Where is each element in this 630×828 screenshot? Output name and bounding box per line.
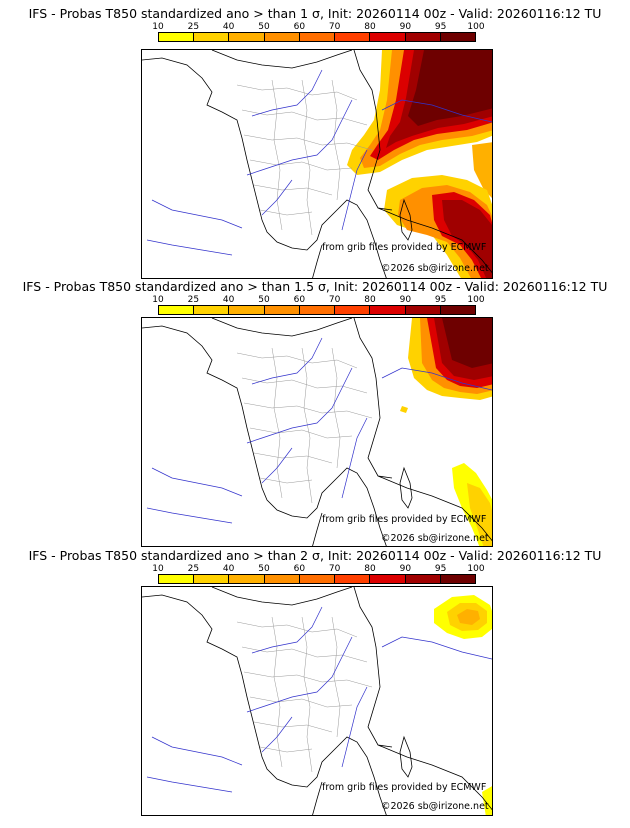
coastlines xyxy=(142,587,492,815)
colorbar-swatch xyxy=(440,306,475,314)
probability-map xyxy=(141,317,493,547)
rivers xyxy=(146,69,492,256)
colorbar-tick-label: 60 xyxy=(293,22,306,32)
colorbar-tick-label: 95 xyxy=(434,564,447,574)
colorbar-tick-label: 70 xyxy=(328,22,341,32)
colorbar-tick-label: 80 xyxy=(364,22,376,32)
colorbar-tick-label: 95 xyxy=(434,295,447,305)
probability-shading xyxy=(347,50,492,278)
colorbar-swatches xyxy=(158,32,476,42)
colorbar-swatch xyxy=(370,33,406,41)
colorbar-tick-label: 70 xyxy=(328,295,341,305)
admin-boundaries xyxy=(236,347,373,504)
colorbar-tick-label: 60 xyxy=(293,564,306,574)
colorbar-swatch xyxy=(405,33,441,41)
probability-shading xyxy=(434,595,492,815)
colorbar-swatch xyxy=(229,33,265,41)
map-canvas xyxy=(142,587,492,815)
rivers xyxy=(146,606,492,793)
source-credit: from grib files provided by ECMWF xyxy=(322,514,487,525)
map-canvas xyxy=(142,50,492,278)
colorbar-tick-label: 90 xyxy=(399,295,412,305)
colorbar-tick-label: 40 xyxy=(222,22,235,32)
colorbar-swatch xyxy=(440,575,475,583)
colorbar-swatch xyxy=(194,575,230,583)
panel-title: IFS - Probas T850 standardized ano > tha… xyxy=(22,279,608,294)
colorbar-swatch xyxy=(264,33,300,41)
colorbar-swatch xyxy=(299,306,336,314)
colorbar-tick-label: 10 xyxy=(152,295,164,305)
panel-1-sigma: IFS - Probas T850 standardized ano > tha… xyxy=(0,6,630,279)
colorbar-swatches xyxy=(158,305,476,315)
probability-map xyxy=(141,586,493,816)
rivers xyxy=(146,337,492,524)
colorbar-swatch xyxy=(370,575,406,583)
colorbar-tick-label: 10 xyxy=(152,564,164,574)
copyright-label: ©2026 sb@irizone.net xyxy=(381,533,489,544)
admin-boundaries xyxy=(236,79,373,236)
colorbar-tick-label: 40 xyxy=(222,295,235,305)
colorbar-swatch xyxy=(335,33,371,41)
copyright-label: ©2026 sb@irizone.net xyxy=(381,263,489,274)
colorbar-tick-label: 90 xyxy=(399,564,412,574)
colorbar-tick-label: 100 xyxy=(467,295,485,305)
colorbar-swatch xyxy=(264,575,300,583)
panel-2-sigma: IFS - Probas T850 standardized ano > tha… xyxy=(0,548,630,818)
colorbar-swatch xyxy=(194,33,230,41)
colorbar-swatch xyxy=(229,306,265,314)
probability-shading xyxy=(400,318,492,546)
colorbar-tick-label: 100 xyxy=(467,564,485,574)
colorbar-swatch xyxy=(440,33,475,41)
colorbar-swatch xyxy=(194,306,230,314)
colorbar-tick-label: 95 xyxy=(434,22,447,32)
colorbar-swatches xyxy=(158,574,476,584)
admin-boundaries xyxy=(236,616,373,773)
colorbar-swatch xyxy=(299,33,336,41)
colorbar-legend: 10 25 40 50 60 70 80 90 95 100 xyxy=(152,564,485,590)
colorbar-tick-label: 25 xyxy=(187,295,200,305)
colorbar-swatch xyxy=(405,575,441,583)
colorbar-tick-label: 40 xyxy=(222,564,235,574)
colorbar-tick-label: 25 xyxy=(187,22,200,32)
colorbar-tick-label: 25 xyxy=(187,564,200,574)
colorbar-swatch xyxy=(264,306,300,314)
colorbar-tick-label: 60 xyxy=(293,295,306,305)
source-credit: from grib files provided by ECMWF xyxy=(322,242,487,253)
colorbar-tick-label: 10 xyxy=(152,22,164,32)
colorbar-tick-label: 90 xyxy=(399,22,412,32)
colorbar-swatch xyxy=(370,306,406,314)
coastlines xyxy=(142,50,492,278)
map-canvas xyxy=(142,318,492,546)
copyright-label: ©2026 sb@irizone.net xyxy=(381,801,489,812)
colorbar-legend: 10 25 40 50 60 70 80 90 95 100 xyxy=(152,295,485,321)
colorbar-swatch xyxy=(229,575,265,583)
coastlines xyxy=(142,318,492,546)
source-credit: from grib files provided by ECMWF xyxy=(322,782,487,793)
probability-map xyxy=(141,49,493,279)
colorbar-swatch xyxy=(335,306,371,314)
colorbar-tick-label: 50 xyxy=(258,564,270,574)
colorbar-swatch xyxy=(335,575,371,583)
panel-title: IFS - Probas T850 standardized ano > tha… xyxy=(28,6,602,21)
colorbar-tick-label: 70 xyxy=(328,564,341,574)
colorbar-tick-label: 50 xyxy=(258,295,270,305)
colorbar-swatch xyxy=(159,33,195,41)
panel-1-5-sigma: IFS - Probas T850 standardized ano > tha… xyxy=(0,279,630,549)
panel-title: IFS - Probas T850 standardized ano > tha… xyxy=(28,548,602,563)
colorbar-swatch xyxy=(299,575,336,583)
colorbar-swatch xyxy=(159,306,195,314)
colorbar-tick-label: 80 xyxy=(364,564,376,574)
colorbar-swatch xyxy=(405,306,441,314)
colorbar-tick-label: 100 xyxy=(467,22,485,32)
colorbar-tick-label: 50 xyxy=(258,22,270,32)
colorbar-swatch xyxy=(159,575,195,583)
colorbar-tick-label: 80 xyxy=(364,295,376,305)
colorbar-legend: 10 25 40 50 60 70 80 90 95 100 xyxy=(152,22,485,48)
